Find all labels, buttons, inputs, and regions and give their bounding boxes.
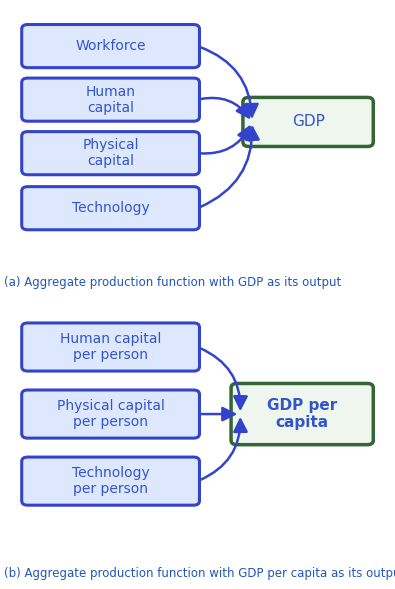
FancyBboxPatch shape <box>22 187 199 230</box>
FancyBboxPatch shape <box>22 457 199 505</box>
FancyBboxPatch shape <box>243 97 373 147</box>
Text: Technology
per person: Technology per person <box>72 466 149 496</box>
FancyBboxPatch shape <box>22 25 199 68</box>
Text: Human
capital: Human capital <box>86 85 135 115</box>
FancyBboxPatch shape <box>22 78 199 121</box>
Text: GDP per
capita: GDP per capita <box>267 398 337 431</box>
Text: Physical
capital: Physical capital <box>82 138 139 168</box>
FancyBboxPatch shape <box>22 390 199 438</box>
Text: Technology: Technology <box>72 201 149 215</box>
Text: (b) Aggregate production function with GDP per capita as its output: (b) Aggregate production function with G… <box>4 567 395 580</box>
Text: GDP: GDP <box>292 114 325 130</box>
FancyBboxPatch shape <box>22 131 199 175</box>
Text: (a) Aggregate production function with GDP as its output: (a) Aggregate production function with G… <box>4 276 341 289</box>
Text: Human capital
per person: Human capital per person <box>60 332 161 362</box>
FancyBboxPatch shape <box>231 383 373 445</box>
FancyBboxPatch shape <box>22 323 199 371</box>
Text: Physical capital
per person: Physical capital per person <box>56 399 165 429</box>
Text: Workforce: Workforce <box>75 39 146 53</box>
